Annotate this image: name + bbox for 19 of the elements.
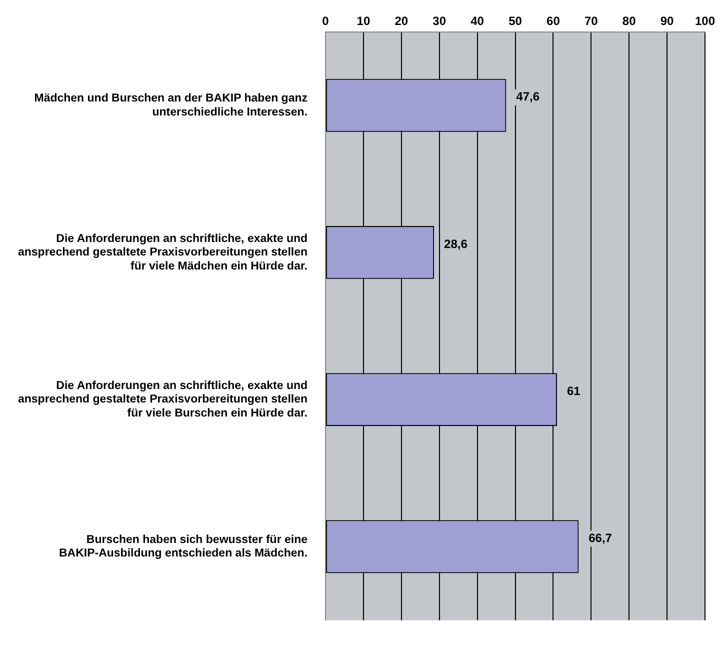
x-tick-label: 20 — [394, 14, 408, 28]
y-tick-label: Mädchen und Burschen an der BAKIP haben ganz unterschiedliche Interessen. — [34, 92, 308, 118]
y-tick-label: Burschen haben sich bewusster für eine BAKIP-Ausbildung entschieden als Mädchen. — [58, 534, 308, 560]
y-tick-label: Die Anforderungen an schriftliche, exakte und ansprechend gestaltete Praxisvorbereitungen stellen für viele Mädchen ein Hürde dar. — [18, 232, 308, 272]
x-tick-label: 10 — [356, 14, 370, 28]
x-tick-label: 70 — [584, 14, 598, 28]
x-tick-label: 90 — [660, 14, 674, 28]
data-label: 47,6 — [516, 90, 540, 104]
x-tick-label: 60 — [546, 14, 560, 28]
x-tick-label: 30 — [432, 14, 446, 28]
x-tick-label: 50 — [508, 14, 522, 28]
x-tick-label: 80 — [622, 14, 636, 28]
x-tick-label: 0 — [322, 14, 330, 28]
x-tick-label: 100 — [694, 14, 716, 28]
data-label: 61 — [566, 384, 581, 398]
x-tick-label: 40 — [470, 14, 484, 28]
y-tick-label: Die Anforderungen an schriftliche, exakte und ansprechend gestaltete Praxisvorbereitungen stellen für viele Burschen ein Hürde dar. — [18, 380, 308, 420]
data-label: 28,6 — [444, 236, 468, 251]
data-label: 66,7 — [588, 530, 612, 545]
